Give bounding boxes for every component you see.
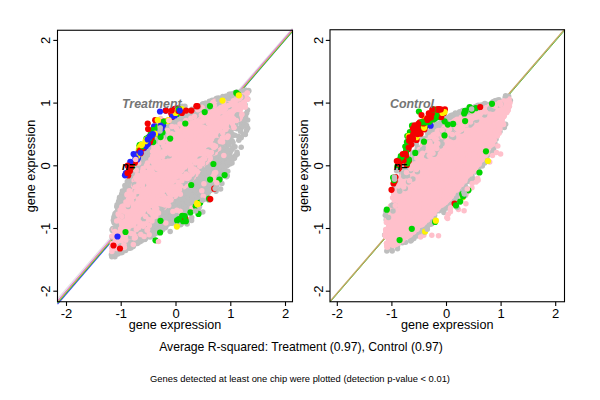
- svg-text:1: 1: [227, 306, 234, 321]
- svg-text:-2: -2: [311, 285, 326, 297]
- svg-text:-1: -1: [38, 223, 53, 235]
- svg-text:gene expression: gene expression: [24, 120, 38, 212]
- svg-text:gene expression: gene expression: [401, 318, 493, 332]
- svg-text:-2: -2: [61, 306, 73, 321]
- svg-text:-2: -2: [332, 306, 344, 321]
- svg-text:n=: n=: [394, 160, 408, 172]
- svg-text:-1: -1: [115, 306, 127, 321]
- svg-text:Treatment: Treatment: [122, 97, 183, 111]
- svg-text:0: 0: [311, 162, 326, 169]
- svg-text:1: 1: [311, 99, 326, 106]
- svg-text:2: 2: [311, 37, 326, 44]
- svg-text:-1: -1: [386, 306, 398, 321]
- svg-text:2: 2: [38, 37, 53, 44]
- svg-text:Control: Control: [390, 97, 435, 111]
- svg-text:2: 2: [282, 306, 289, 321]
- svg-text:gene expression: gene expression: [297, 120, 311, 212]
- svg-text:gene expression: gene expression: [129, 318, 221, 332]
- svg-text:-2: -2: [38, 285, 53, 297]
- svg-text:Average R-squared: Treatment (: Average R-squared: Treatment (0.97), Con…: [159, 340, 443, 354]
- svg-text:1: 1: [38, 99, 53, 106]
- svg-text:2: 2: [552, 306, 559, 321]
- svg-text:Genes detected at least one ch: Genes detected at least one chip were pl…: [150, 373, 450, 384]
- svg-text:1: 1: [497, 306, 504, 321]
- svg-text:0: 0: [38, 162, 53, 169]
- svg-text:n=: n=: [122, 160, 136, 172]
- svg-text:-1: -1: [311, 223, 326, 235]
